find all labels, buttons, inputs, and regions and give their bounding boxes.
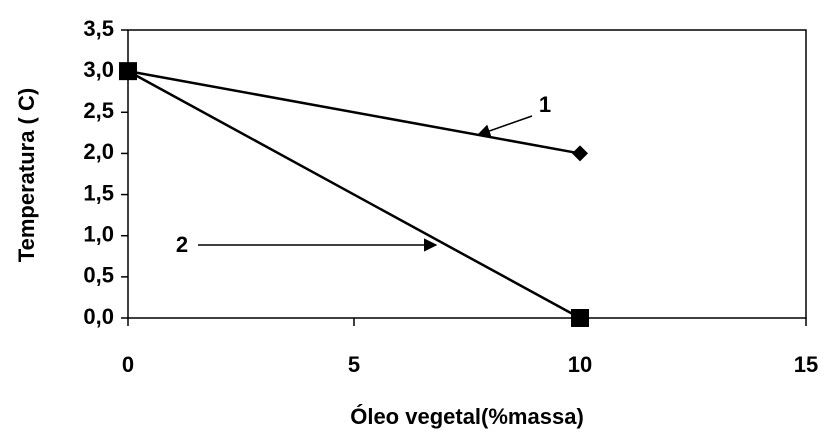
x-axis-label: Óleo vegetal(%massa) [350, 404, 584, 429]
marker [571, 309, 589, 327]
series-line [127, 70, 581, 320]
y-tick-label: 2,0 [83, 139, 114, 164]
annotation: 1 [539, 92, 551, 117]
y-tick-label: 1,0 [83, 222, 114, 247]
x-tick-label: 0 [122, 352, 134, 377]
annotation: 2 [176, 232, 188, 257]
x-tick-label: 10 [568, 352, 592, 377]
marker [119, 62, 137, 81]
x-tick-label: 5 [348, 352, 360, 377]
x-tick-label: 15 [794, 352, 818, 377]
series-line [127, 69, 581, 155]
marker [572, 145, 588, 162]
y-tick-label: 0,0 [83, 304, 114, 329]
y-tick-label: 0,5 [83, 263, 114, 288]
y-tick-label: 3,0 [83, 57, 114, 82]
plot-frame [127, 29, 807, 319]
annotation-arrow [476, 115, 533, 138]
y-tick-label: 1,5 [83, 180, 114, 205]
y-tick-label: 3,5 [83, 16, 114, 41]
y-axis-label: Temperatura ( C) [14, 88, 39, 262]
y-tick-label: 2,5 [83, 98, 114, 123]
